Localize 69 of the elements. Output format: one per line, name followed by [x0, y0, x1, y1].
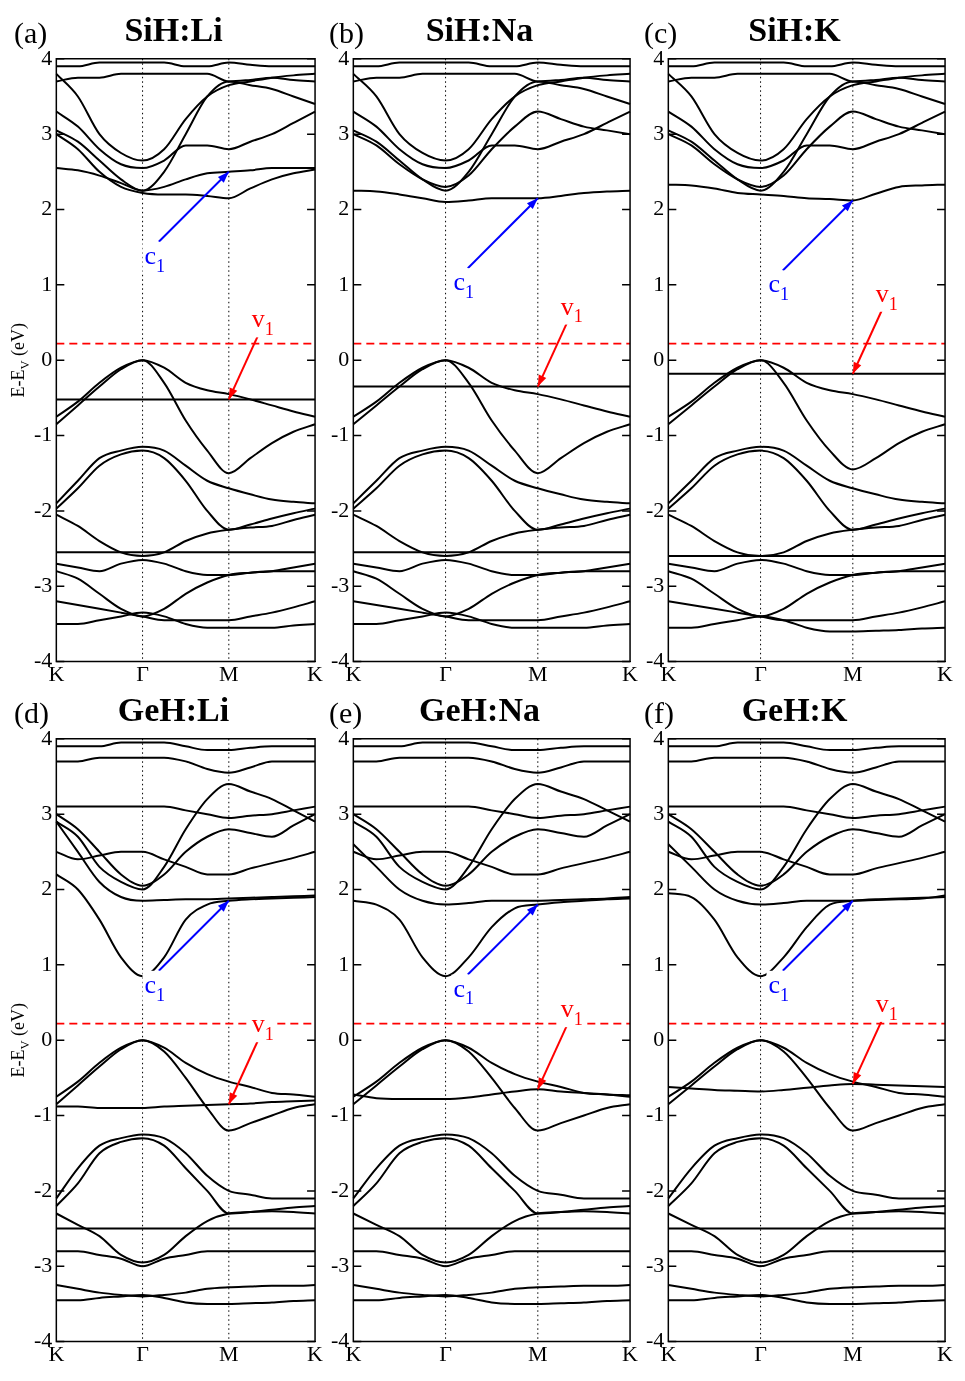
x-tick-label: K	[307, 660, 324, 686]
x-tick-label: M	[843, 1340, 863, 1366]
y-tick-label: 3	[41, 119, 53, 145]
y-tick-label: 3	[653, 119, 665, 145]
x-tick-label: Γ	[754, 660, 768, 686]
y-tick-label: -1	[34, 1101, 53, 1127]
y-tick-label: 3	[338, 799, 350, 825]
y-tick-label: -3	[331, 572, 350, 598]
y-tick-label: 0	[338, 1025, 350, 1051]
y-tick-label: -3	[34, 1252, 53, 1278]
y-tick-label: 1	[338, 270, 350, 296]
y-tick-label: -2	[646, 496, 665, 522]
y-tick-label: -2	[34, 1176, 53, 1202]
x-tick-label: Γ	[136, 1340, 150, 1366]
y-tick-label: 1	[653, 950, 665, 976]
y-tick-label: 0	[653, 345, 665, 371]
y-tick-label: -3	[646, 572, 665, 598]
y-tick-label: -1	[34, 421, 53, 447]
chart-title: SiH:K	[748, 11, 842, 49]
y-tick-label: 3	[41, 799, 53, 825]
y-tick-label: 3	[653, 799, 665, 825]
chart-title: GeH:Li	[117, 691, 230, 729]
y-tick-label: 2	[41, 195, 53, 221]
x-tick-label: K	[622, 660, 639, 686]
y-tick-label: -3	[34, 572, 53, 598]
x-tick-label: K	[307, 1340, 324, 1366]
x-tick-label: M	[219, 660, 239, 686]
chart-title: GeH:Na	[419, 691, 540, 729]
y-tick-label: 0	[41, 345, 53, 371]
y-tick-label: 2	[41, 875, 53, 901]
y-axis-title: E-EV (eV)	[8, 322, 33, 398]
y-tick-label: 1	[338, 950, 350, 976]
y-tick-label: 0	[41, 1025, 53, 1051]
x-tick-label: M	[843, 660, 863, 686]
x-tick-label: M	[528, 660, 548, 686]
y-tick-label: -3	[331, 1252, 350, 1278]
y-tick-label: 2	[338, 875, 350, 901]
y-tick-label: -1	[646, 421, 665, 447]
y-tick-label: -2	[331, 496, 350, 522]
x-tick-label: M	[528, 1340, 548, 1366]
y-axis-title: E-EV (eV)	[8, 1002, 33, 1078]
y-tick-label: 3	[338, 119, 350, 145]
y-tick-label: 0	[653, 1025, 665, 1051]
x-tick-label: Γ	[754, 1340, 768, 1366]
y-tick-label: -1	[331, 1101, 350, 1127]
y-tick-label: -1	[646, 1101, 665, 1127]
y-tick-label: 2	[338, 195, 350, 221]
chart-title: SiH:Li	[124, 11, 223, 49]
x-tick-label: K	[622, 1340, 639, 1366]
x-tick-label: Γ	[439, 660, 453, 686]
y-tick-label: -1	[331, 421, 350, 447]
y-tick-label: -3	[646, 1252, 665, 1278]
x-tick-label: K	[937, 1340, 954, 1366]
chart-title: SiH:Na	[425, 11, 534, 49]
y-tick-label: -2	[646, 1176, 665, 1202]
y-tick-label: -2	[34, 496, 53, 522]
y-tick-label: 2	[653, 875, 665, 901]
y-tick-label: 2	[653, 195, 665, 221]
y-tick-label: -2	[331, 1176, 350, 1202]
y-tick-label: 1	[653, 270, 665, 296]
y-tick-label: 1	[41, 270, 53, 296]
chart-title: GeH:K	[741, 691, 848, 729]
x-tick-label: M	[219, 1340, 239, 1366]
text: (a)	[14, 16, 48, 51]
x-tick-label: Γ	[439, 1340, 453, 1366]
y-tick-label: 1	[41, 950, 53, 976]
y-tick-label: 0	[338, 345, 350, 371]
x-tick-label: Γ	[136, 660, 150, 686]
x-tick-label: K	[937, 660, 954, 686]
